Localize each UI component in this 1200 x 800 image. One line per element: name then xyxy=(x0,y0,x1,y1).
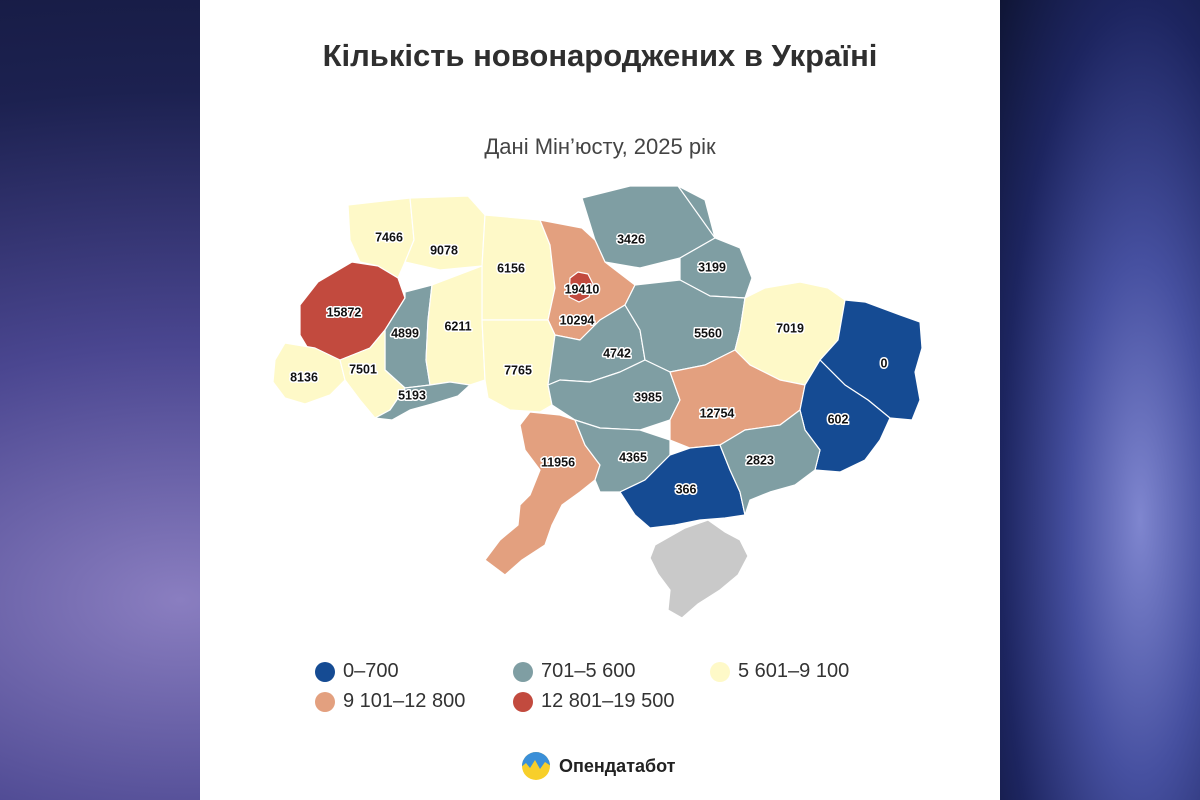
value-label-ternopil: 4899 xyxy=(391,326,419,340)
value-label-cherkasy: 4742 xyxy=(603,346,631,360)
value-label-chernihiv: 3426 xyxy=(617,232,645,246)
legend-swatch xyxy=(315,691,335,712)
value-label-khmelnytskyi: 6211 xyxy=(444,319,471,333)
value-label-kirovohrad: 3985 xyxy=(634,390,662,404)
value-label-zhytomyr: 6156 xyxy=(497,261,525,275)
value-label-luhansk: 0 xyxy=(881,356,888,370)
value-label-donetsk: 602 xyxy=(828,412,849,426)
legend-label: 701–5 600 xyxy=(541,660,636,682)
value-label-zakarpattia: 8136 xyxy=(290,370,318,384)
region-chernivtsi[interactable] xyxy=(374,381,471,421)
legend-swatch xyxy=(315,661,335,682)
value-label-kherson: 366 xyxy=(676,482,697,496)
region-zaporizhzhia[interactable] xyxy=(719,409,821,516)
legend-label: 5 601–9 100 xyxy=(738,660,850,682)
region-rivne[interactable] xyxy=(404,195,486,271)
legend-item: 5 601–9 100 xyxy=(710,660,849,683)
crimea-region xyxy=(649,519,749,619)
value-label-lviv: 15872 xyxy=(327,305,362,319)
legend-label: 0–700 xyxy=(343,660,399,682)
value-label-chernivtsi: 5193 xyxy=(398,388,426,402)
value-label-mykolaiv: 4365 xyxy=(619,450,647,464)
legend-item: 9 101–12 800 xyxy=(315,690,465,713)
region-kyiv-city[interactable] xyxy=(568,271,594,303)
value-label-volyn: 7466 xyxy=(375,230,403,244)
value-label-kyiv-city: 19410 xyxy=(565,282,600,296)
value-label-odesa: 11956 xyxy=(541,455,575,469)
value-label-sumy: 3199 xyxy=(698,260,726,274)
brand-name: Опендатабот xyxy=(559,755,676,776)
map-subtitle: Дані Мін’юсту, 2025 рік xyxy=(484,134,716,159)
value-label-rivne: 9078 xyxy=(430,243,458,257)
value-label-kyiv-oblast: 10294 xyxy=(560,313,595,327)
legend-label: 12 801–19 500 xyxy=(541,690,675,712)
ukraine-map: 7466 9078 6156 3426 3199 19410 10294 158… xyxy=(272,185,923,619)
value-label-vinnytsia: 7765 xyxy=(504,363,532,377)
legend-item: 701–5 600 xyxy=(513,660,636,683)
opendatabot-logo-icon xyxy=(522,752,550,780)
background-right xyxy=(1000,0,1200,800)
value-label-poltava: 5560 xyxy=(694,326,722,340)
brand: Опендатабот xyxy=(521,751,676,781)
map-title: Кількість новонароджених в Україні xyxy=(322,38,878,73)
legend-item: 12 801–19 500 xyxy=(513,690,674,713)
legend-label: 9 101–12 800 xyxy=(343,690,466,712)
value-label-ivano-frankivsk: 7501 xyxy=(349,362,377,376)
legend-swatch xyxy=(513,661,533,682)
value-label-zaporizhzhia: 2823 xyxy=(746,453,774,467)
value-label-kharkiv: 7019 xyxy=(776,321,804,335)
legend-swatch xyxy=(513,691,533,712)
value-label-dnipropetrovsk: 12754 xyxy=(700,406,735,420)
legend-swatch xyxy=(710,661,730,682)
region-vinnytsia[interactable] xyxy=(481,319,556,413)
infographic-card: Кількість новонароджених в Україні Дані … xyxy=(200,0,1000,800)
region-zakarpattia[interactable] xyxy=(272,342,346,405)
legend-item: 0–700 xyxy=(315,660,399,683)
